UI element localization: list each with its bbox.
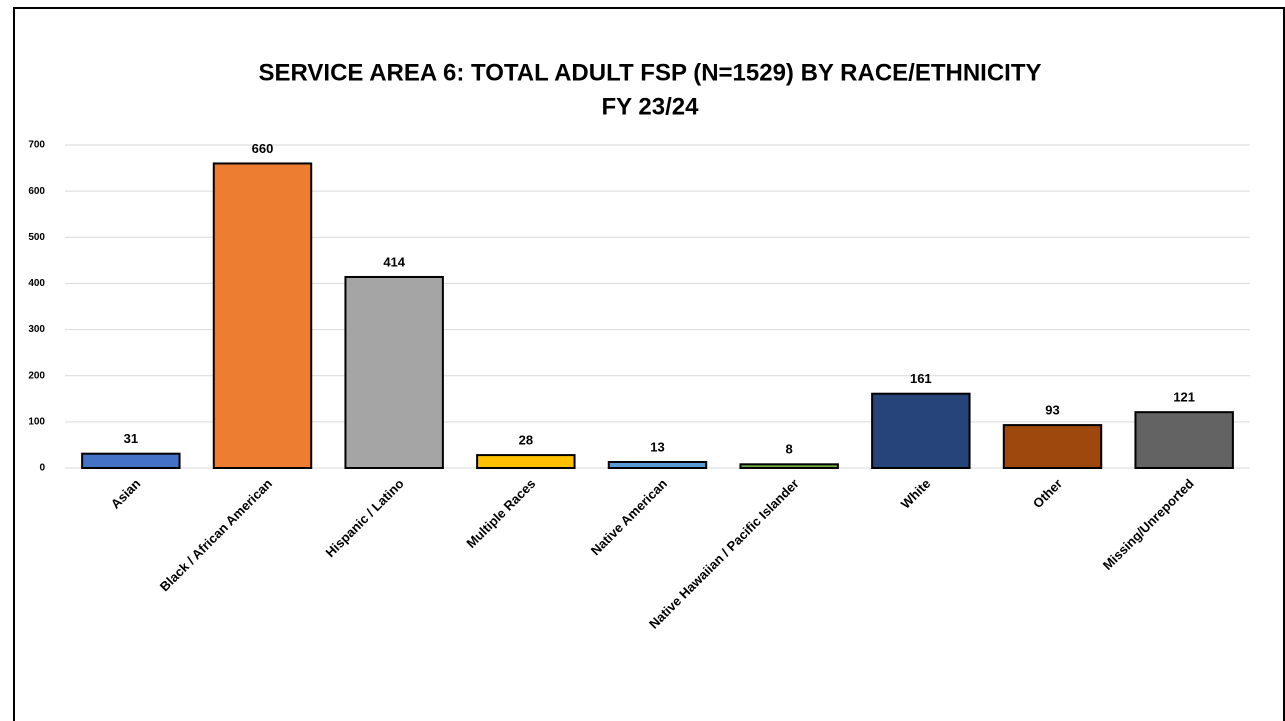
y-tick-label: 0 <box>39 463 45 474</box>
chart-subtitle: FY 23/24 <box>602 93 700 120</box>
data-label: 31 <box>124 431 138 446</box>
bar <box>1002 424 1103 469</box>
y-tick-label: 300 <box>28 324 45 335</box>
y-tick-label: 700 <box>28 140 45 151</box>
bar <box>212 162 313 469</box>
bar <box>344 275 444 469</box>
data-label: 660 <box>252 141 274 156</box>
bar <box>476 454 576 469</box>
bar <box>81 452 181 469</box>
data-label: 161 <box>910 371 932 386</box>
data-label: 28 <box>519 433 533 448</box>
y-tick-label: 400 <box>28 278 45 289</box>
data-label: 93 <box>1045 403 1059 418</box>
data-label: 414 <box>383 254 405 269</box>
data-label: 8 <box>786 442 793 457</box>
y-tick-label: 500 <box>28 232 45 243</box>
data-label: 13 <box>650 439 664 454</box>
bar <box>871 392 971 469</box>
y-tick-label: 100 <box>28 416 45 427</box>
y-tick-label: 200 <box>28 370 45 381</box>
bar <box>739 463 839 469</box>
bar <box>607 461 708 470</box>
data-label: 121 <box>1173 390 1195 405</box>
y-tick-label: 600 <box>28 186 45 197</box>
bar <box>1134 411 1234 469</box>
chart-title: SERVICE AREA 6: TOTAL ADULT FSP (N=1529)… <box>258 59 1041 86</box>
